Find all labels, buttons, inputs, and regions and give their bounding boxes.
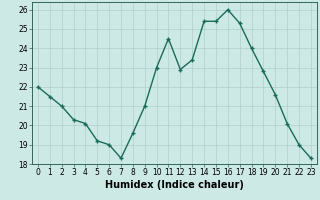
X-axis label: Humidex (Indice chaleur): Humidex (Indice chaleur) — [105, 180, 244, 190]
